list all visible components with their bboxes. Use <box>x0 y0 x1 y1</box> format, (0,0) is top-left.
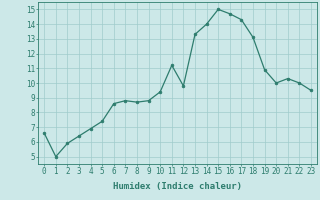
X-axis label: Humidex (Indice chaleur): Humidex (Indice chaleur) <box>113 182 242 191</box>
